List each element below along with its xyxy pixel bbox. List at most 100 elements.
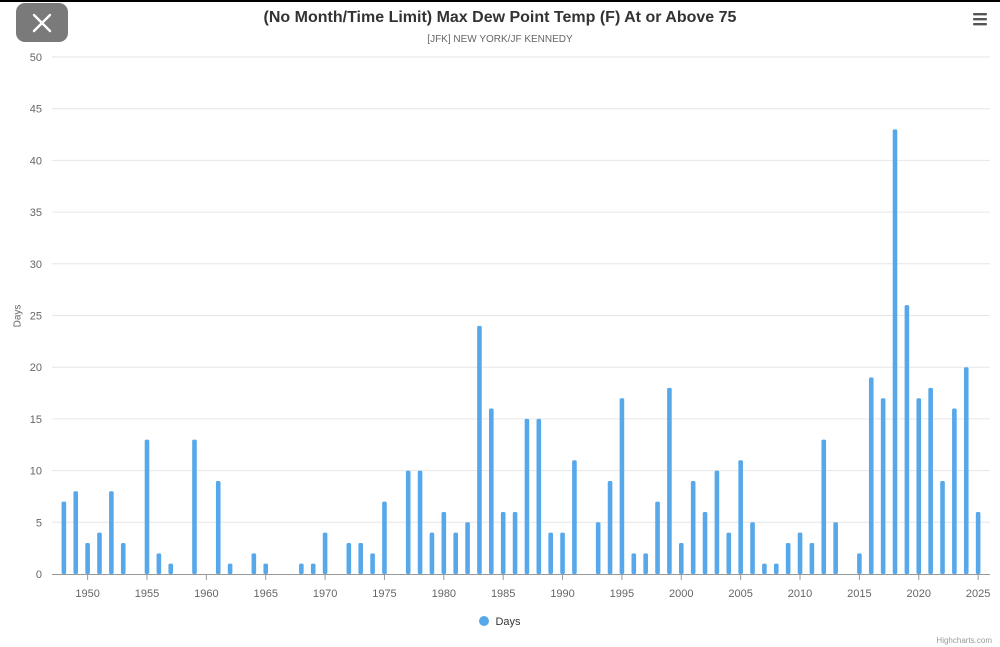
bar[interactable]: [156, 553, 162, 574]
bar[interactable]: [690, 480, 696, 574]
bar[interactable]: [73, 491, 79, 574]
x-tick-label: 1950: [75, 588, 99, 600]
y-tick-label: 50: [30, 52, 42, 64]
bar[interactable]: [192, 439, 197, 574]
bar[interactable]: [417, 470, 423, 574]
x-tick-label: 2005: [728, 588, 752, 600]
bar[interactable]: [773, 563, 779, 574]
bar[interactable]: [97, 532, 102, 574]
bar[interactable]: [500, 511, 506, 574]
legend-marker: [479, 616, 490, 626]
x-tick-label: 1975: [372, 588, 396, 600]
bar[interactable]: [524, 418, 530, 574]
y-tick-label: 45: [30, 104, 42, 116]
bar[interactable]: [560, 532, 565, 574]
bar[interactable]: [536, 418, 542, 574]
bar[interactable]: [489, 408, 494, 574]
bar[interactable]: [370, 553, 375, 574]
y-tick-label: 5: [36, 517, 42, 529]
y-tick-label: 10: [30, 466, 42, 478]
chart-menu-button[interactable]: [968, 10, 992, 30]
x-tick-label: 1990: [550, 588, 574, 600]
x-tick-label: 2010: [788, 588, 812, 600]
bar[interactable]: [940, 480, 945, 574]
x-tick-label: 2015: [847, 588, 871, 600]
legend: Days: [0, 616, 1000, 628]
chart-subtitle: [JFK] NEW YORK/JF KENNEDY: [427, 34, 573, 45]
bar[interactable]: [61, 501, 67, 574]
bar[interactable]: [857, 553, 862, 574]
bar[interactable]: [963, 367, 969, 574]
bar[interactable]: [678, 542, 684, 574]
bar[interactable]: [512, 511, 518, 574]
bar[interactable]: [643, 553, 648, 574]
legend-item-days[interactable]: Days: [479, 616, 521, 628]
bar[interactable]: [821, 439, 827, 574]
bar[interactable]: [714, 470, 720, 574]
bar[interactable]: [892, 129, 898, 574]
bar[interactable]: [916, 398, 922, 574]
bar[interactable]: [346, 542, 352, 574]
bar[interactable]: [750, 522, 755, 574]
bar[interactable]: [144, 439, 150, 574]
x-tick-label: 2020: [907, 588, 931, 600]
x-tick-label: 1965: [253, 588, 277, 600]
x-tick-label: 2025: [966, 588, 990, 600]
bar[interactable]: [120, 542, 126, 574]
bar[interactable]: [655, 501, 660, 574]
bar[interactable]: [631, 553, 637, 574]
bar[interactable]: [453, 532, 458, 574]
bar[interactable]: [263, 563, 269, 574]
credits-link[interactable]: Highcharts.com: [936, 636, 992, 645]
top-border: [0, 0, 1000, 2]
bar[interactable]: [833, 522, 838, 574]
bar[interactable]: [809, 542, 815, 574]
bar[interactable]: [572, 460, 577, 574]
y-tick-label: 30: [30, 259, 42, 271]
bar[interactable]: [762, 563, 767, 574]
bar[interactable]: [109, 491, 114, 574]
bar[interactable]: [227, 563, 233, 574]
x-tick-label: 1985: [491, 588, 515, 600]
bar[interactable]: [952, 408, 957, 574]
bar[interactable]: [785, 542, 791, 574]
bar[interactable]: [405, 470, 411, 574]
bar[interactable]: [465, 522, 470, 574]
bar[interactable]: [975, 511, 981, 574]
x-tick-label: 1960: [194, 588, 218, 600]
x-tick-label: 1995: [610, 588, 634, 600]
hamburger-menu-icon: [973, 13, 987, 26]
bar[interactable]: [738, 460, 743, 574]
bar[interactable]: [215, 480, 221, 574]
close-button[interactable]: [16, 3, 68, 42]
bar[interactable]: [299, 563, 304, 574]
bar[interactable]: [358, 542, 364, 574]
bar[interactable]: [667, 387, 672, 574]
bar[interactable]: [85, 542, 90, 574]
bar[interactable]: [619, 398, 625, 574]
y-tick-label: 40: [30, 155, 42, 167]
bar[interactable]: [868, 377, 874, 574]
legend-label: Days: [495, 616, 521, 628]
bar[interactable]: [928, 387, 933, 574]
bar[interactable]: [607, 480, 613, 574]
bar[interactable]: [429, 532, 435, 574]
x-tick-label: 1980: [432, 588, 456, 600]
bar[interactable]: [595, 522, 601, 574]
bar[interactable]: [797, 532, 803, 574]
bar[interactable]: [310, 563, 316, 574]
bar[interactable]: [726, 532, 732, 574]
bar[interactable]: [904, 305, 910, 574]
bar[interactable]: [168, 563, 174, 574]
bar[interactable]: [880, 398, 886, 574]
y-tick-label: 35: [30, 207, 42, 219]
x-tick-label: 1970: [313, 588, 337, 600]
bar[interactable]: [382, 501, 387, 574]
bar[interactable]: [548, 532, 553, 574]
bar[interactable]: [702, 511, 708, 574]
y-tick-label: 0: [36, 569, 42, 581]
bar[interactable]: [322, 532, 328, 574]
bar[interactable]: [441, 511, 447, 574]
bar[interactable]: [477, 325, 482, 574]
bar[interactable]: [251, 553, 257, 574]
